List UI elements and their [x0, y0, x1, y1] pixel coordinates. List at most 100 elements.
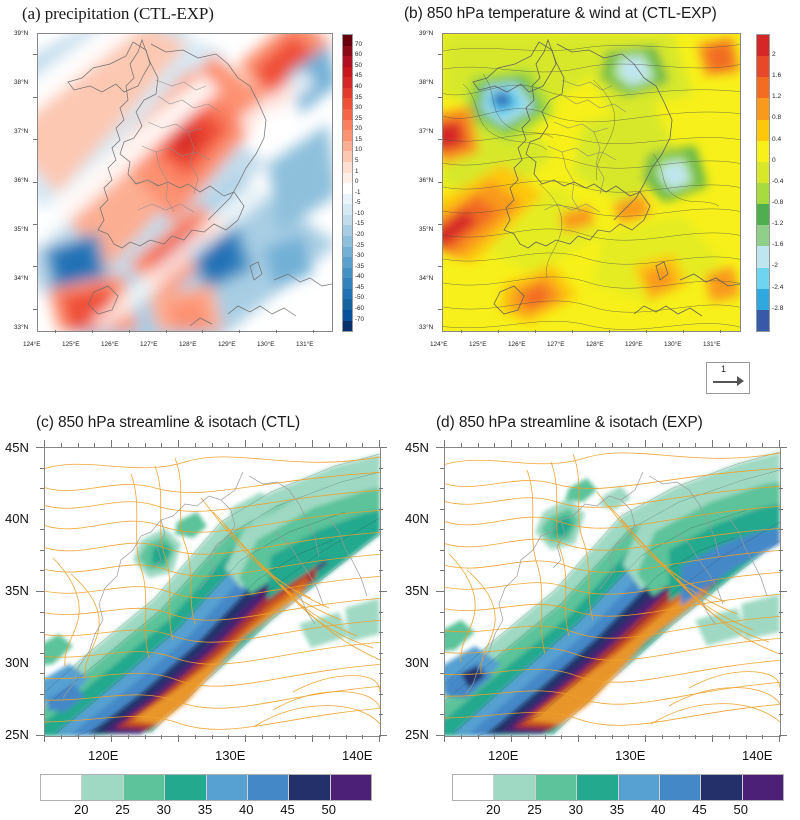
colorbar-tick-label: 20 [486, 802, 501, 817]
panel-b-xtick-6: 130°E [664, 341, 682, 348]
tick-mark [36, 735, 44, 736]
colorbar-tick-label: 45 [692, 802, 707, 817]
panel-c-xtick-2: 140E [342, 748, 373, 763]
colorbar-segment [343, 183, 352, 194]
colorbar-segment [343, 130, 352, 141]
panel-d-title: (d) 850 hPa streamline & isotach (EXP) [436, 414, 703, 431]
colorbar-segment [658, 775, 701, 800]
colorbar-tick-label: 20 [74, 802, 89, 817]
colorbar-segment [576, 775, 618, 800]
colorbar-segment [343, 214, 352, 226]
colorbar-segment [757, 309, 769, 331]
colorbar-segment [757, 288, 769, 310]
colorbar-tick-label: 2 [772, 51, 776, 59]
panel-c-xtick-0: 120E [88, 748, 119, 763]
colorbar-segment [757, 77, 769, 99]
colorbar-tick-label: 30 [156, 802, 171, 817]
panel-d-map [444, 447, 781, 737]
colorbar-tick-label: 25 [527, 802, 542, 817]
colorbar-segment [343, 257, 352, 268]
tick-mark [712, 440, 713, 447]
panel-b-ytick-6: 33°N [419, 324, 434, 331]
colorbar-segment [343, 193, 352, 205]
panel-a-xtick-1: 125°E [62, 341, 80, 348]
colorbar-tick-label: 0.4 [772, 135, 782, 143]
colorbar-tick-label: 20 [355, 125, 362, 133]
colorbar-tick-label: 25 [355, 114, 362, 122]
colorbar-tick-label: 60 [355, 51, 362, 59]
panel-b-contour-field [443, 34, 740, 331]
panel-c-xtick-1: 130E [215, 748, 246, 763]
colorbar-segment [343, 299, 352, 311]
panel-b-xtick-4: 128°E [586, 341, 604, 348]
colorbar-tick-label: 1 [355, 167, 359, 175]
panel-b-ytick-0: 39°N [419, 30, 434, 37]
panel-c-ytick-1: 40N [5, 511, 29, 526]
tick-mark [36, 447, 44, 448]
panel-c-ytick-0: 45N [5, 440, 29, 455]
colorbar-segment [246, 775, 289, 800]
colorbar-segment [343, 225, 352, 236]
colorbar-tick-label: -5 [355, 199, 361, 207]
colorbar-segment [493, 775, 535, 800]
colorbar-segment [757, 204, 769, 226]
wind-vector-arrowhead [737, 376, 744, 386]
colorbar-segment [81, 775, 123, 800]
colorbar-tick-label: 0 [772, 156, 776, 164]
panel-d-colorbar [452, 774, 784, 801]
colorbar-segment [757, 182, 769, 205]
panel-b-ytick-1: 38°N [419, 79, 434, 86]
panel-b-ytick-2: 37°N [419, 128, 434, 135]
colorbar-segment [453, 775, 494, 800]
colorbar-tick-label: -25 [355, 241, 364, 249]
colorbar-segment [343, 204, 352, 215]
tick-mark [578, 440, 579, 447]
colorbar-tick-label: -30 [355, 252, 364, 260]
panel-a-ytick-6: 33°N [14, 324, 29, 331]
colorbar-segment [757, 246, 769, 268]
colorbar-tick-label: 25 [115, 802, 130, 817]
panel-d-ytick-2: 35N [405, 583, 429, 598]
colorbar-tick-label: -1.6 [772, 241, 784, 249]
colorbar-segment [343, 87, 352, 99]
panel-b-ytick-4: 35°N [419, 226, 434, 233]
tick-mark [44, 440, 45, 447]
colorbar-segment [205, 775, 247, 800]
wind-vector-key-label: 1 [721, 364, 727, 374]
panel-d-xtick-2: 140E [742, 748, 773, 763]
colorbar-tick-label: 0.8 [772, 114, 782, 122]
tick-mark [511, 440, 512, 447]
colorbar-segment [343, 320, 352, 332]
colorbar-tick-label: 40 [651, 802, 666, 817]
colorbar-tick-label: 30 [355, 104, 362, 112]
colorbar-segment [757, 35, 769, 57]
panel-b-colorbar [756, 34, 770, 332]
panel-a-xtick-2: 126°E [101, 341, 119, 348]
panel-c-contour-field [45, 448, 380, 736]
tick-mark [779, 440, 780, 447]
colorbar-tick-label: -10 [355, 209, 364, 217]
colorbar-segment [343, 267, 352, 279]
colorbar-segment [343, 288, 352, 300]
colorbar-tick-label: 40 [239, 802, 254, 817]
tick-mark [436, 591, 444, 592]
colorbar-tick-label: 1.2 [772, 93, 782, 101]
colorbar-segment [757, 225, 769, 247]
colorbar-segment [741, 775, 783, 800]
panel-b-title: (b) 850 hPa temperature & wind at (CTL-E… [404, 5, 717, 22]
colorbar-tick-label: -40 [355, 273, 364, 281]
panel-b-xtick-3: 127°E [547, 341, 565, 348]
colorbar-tick-label: -1 [355, 188, 361, 196]
panel-c-ytick-2: 35N [5, 583, 29, 598]
wind-vector-shaft [713, 381, 739, 383]
panel-a-xtick-0: 124°E [23, 341, 41, 348]
colorbar-segment [288, 775, 330, 800]
tick-mark [379, 440, 380, 447]
panel-a-contour-field [38, 34, 332, 331]
panel-a-xtick-3: 127°E [140, 341, 158, 348]
colorbar-segment [343, 109, 352, 120]
colorbar-segment [343, 77, 352, 88]
colorbar-segment [343, 140, 352, 152]
colorbar-tick-label: 1.6 [772, 72, 782, 80]
